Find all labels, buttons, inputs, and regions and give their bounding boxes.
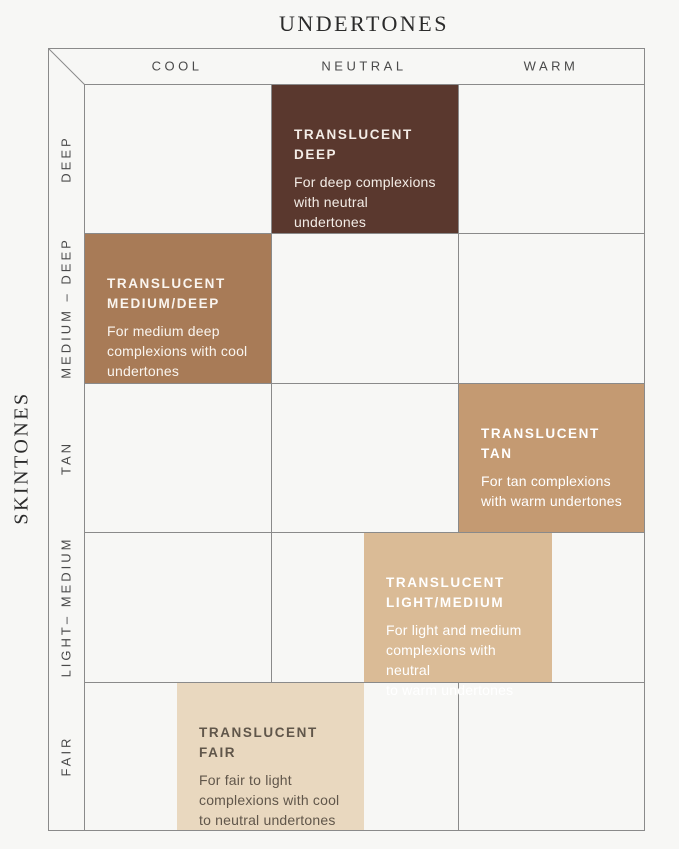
row-label-deep: DEEP bbox=[58, 135, 74, 183]
shade-name: TRANSLUCENT FAIR bbox=[199, 725, 318, 760]
undertones-axis-title: UNDERTONES bbox=[279, 11, 449, 36]
shade-description: For fair to light complexions with cool … bbox=[199, 772, 340, 828]
skintones-axis-title: SKINTONES bbox=[10, 391, 33, 525]
column-header-warm: WARM bbox=[523, 58, 579, 74]
row-label-light-medium: LIGHT– MEDIUM bbox=[58, 536, 74, 678]
shade-description: For light and medium complexions with ne… bbox=[386, 622, 522, 698]
shade-description: For tan complexions with warm undertones bbox=[481, 473, 622, 509]
column-header-cool: COOL bbox=[151, 58, 203, 74]
shade-name: TRANSLUCENT LIGHT/MEDIUM bbox=[386, 575, 505, 610]
row-label-fair: FAIR bbox=[58, 735, 74, 777]
column-header-neutral: NEUTRAL bbox=[321, 58, 407, 74]
row-label-medium-deep: MEDIUM – DEEP bbox=[58, 237, 74, 379]
shade-name: TRANSLUCENT DEEP bbox=[294, 127, 413, 162]
shade-description: For deep complexions with neutral undert… bbox=[294, 174, 436, 230]
shade-name: TRANSLUCENT MEDIUM/DEEP bbox=[107, 276, 226, 311]
shade-cell-translucent-deep: TRANSLUCENT DEEP For deep complexions wi… bbox=[272, 85, 458, 233]
shade-cell-translucent-fair: TRANSLUCENT FAIR For fair to light compl… bbox=[177, 683, 364, 830]
shade-name: TRANSLUCENT TAN bbox=[481, 426, 600, 461]
shade-cell-translucent-tan: TRANSLUCENT TAN For tan complexions with… bbox=[459, 384, 644, 532]
shade-description: For medium deep complexions with cool un… bbox=[107, 323, 248, 379]
row-label-tan: TAN bbox=[58, 440, 74, 476]
shade-cell-translucent-medium-deep: TRANSLUCENT MEDIUM/DEEP For medium deep … bbox=[85, 234, 271, 383]
shade-cell-translucent-light-medium: TRANSLUCENT LIGHT/MEDIUM For light and m… bbox=[364, 533, 552, 698]
